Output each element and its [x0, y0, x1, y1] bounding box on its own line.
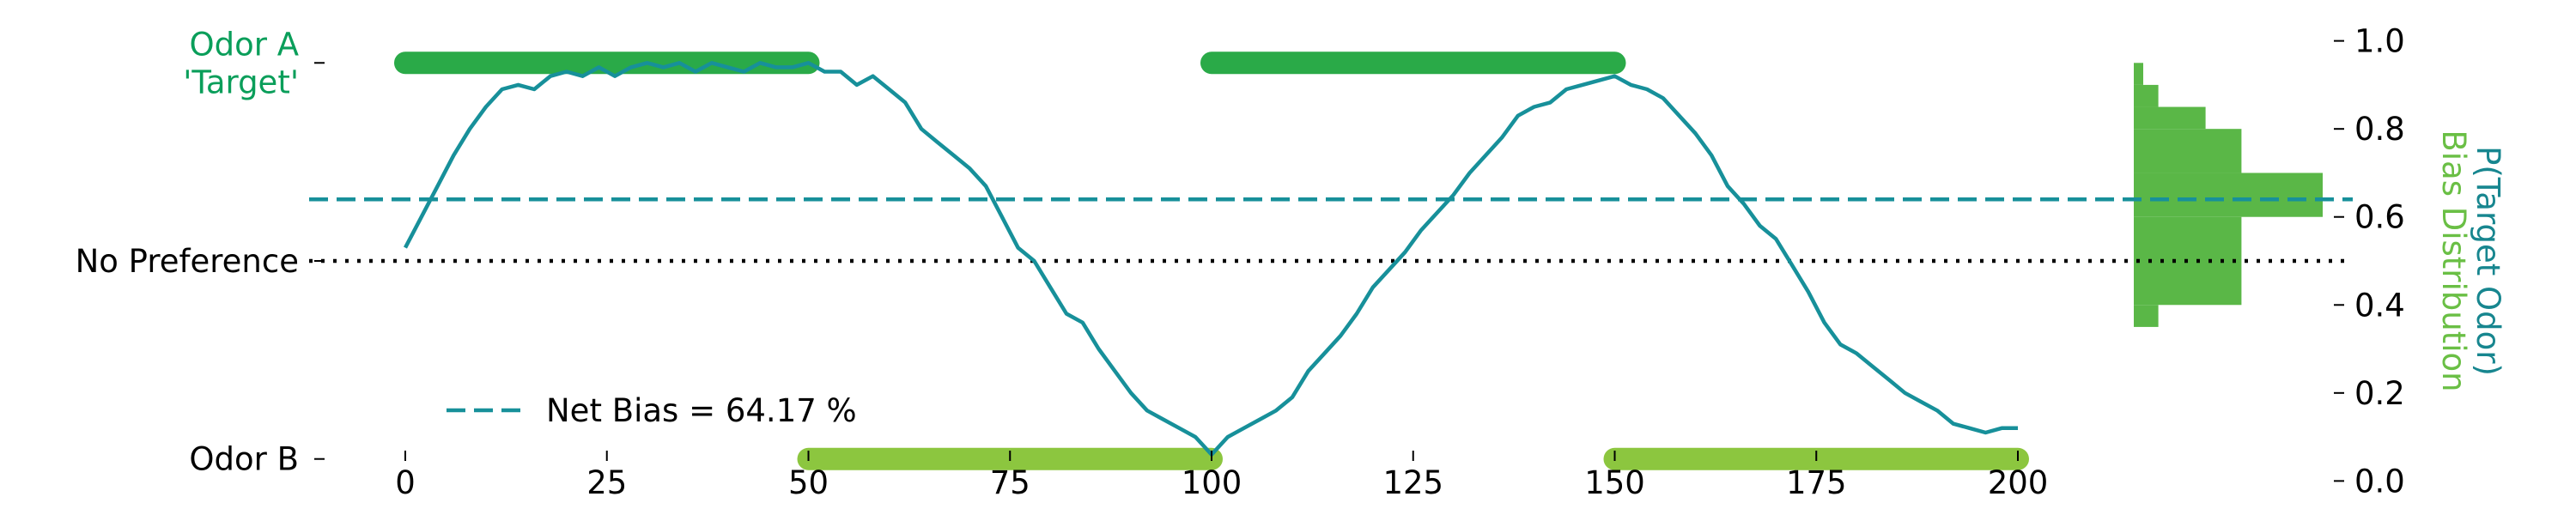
- histogram-bar: [2134, 84, 2159, 107]
- bias-histogram: [2134, 63, 2323, 327]
- left-tick-label: Odor A: [189, 26, 299, 63]
- right-axis-label-2: Bias Distribution: [2435, 130, 2472, 391]
- histogram-bar: [2134, 261, 2242, 306]
- x-tick-label: 200: [1988, 464, 2049, 501]
- reference-lines: [309, 197, 2353, 264]
- right-tick-label: 0.4: [2354, 287, 2405, 324]
- right-tick-label: 0.8: [2354, 111, 2405, 148]
- x-tick-label: 100: [1182, 464, 1242, 501]
- left-tick-label: 'Target': [183, 64, 299, 100]
- legend: Net Bias = 64.17 %: [447, 392, 857, 429]
- x-tick-label: 175: [1786, 464, 1847, 501]
- x-tick-label: 0: [395, 464, 416, 501]
- histogram-bar: [2134, 173, 2323, 217]
- right-tick-label: 1.0: [2354, 23, 2405, 60]
- right-tick-label: 0.6: [2354, 199, 2405, 236]
- x-axis: 0 25 50 75 100 125 150 175 200: [395, 451, 2048, 501]
- histogram-bar: [2134, 63, 2143, 85]
- right-tick-label: 0.0: [2354, 463, 2405, 500]
- legend-label: Net Bias = 64.17 %: [546, 392, 857, 429]
- left-tick-label: No Preference: [76, 243, 299, 280]
- x-tick-label: 25: [586, 464, 627, 501]
- histogram-bar: [2134, 106, 2206, 130]
- x-tick-label: 50: [788, 464, 829, 501]
- x-tick-label: 125: [1382, 464, 1443, 501]
- x-tick-label: 75: [990, 464, 1030, 501]
- right-axis: 0.0 0.2 0.4 0.6 0.8 1.0 P(Target Odor)Bias Dis…: [2334, 23, 2506, 500]
- histogram-bar: [2134, 129, 2242, 173]
- right-axis-label: P(Target Odor): [2470, 146, 2506, 376]
- histogram-bar: [2134, 216, 2242, 261]
- x-tick-label: 150: [1584, 464, 1645, 501]
- histogram-bar: [2134, 305, 2159, 327]
- left-axis: Odor A'Target' No Preference Odor B: [76, 26, 325, 478]
- left-tick-label: Odor B: [189, 441, 299, 478]
- right-tick-label: 0.2: [2354, 375, 2405, 412]
